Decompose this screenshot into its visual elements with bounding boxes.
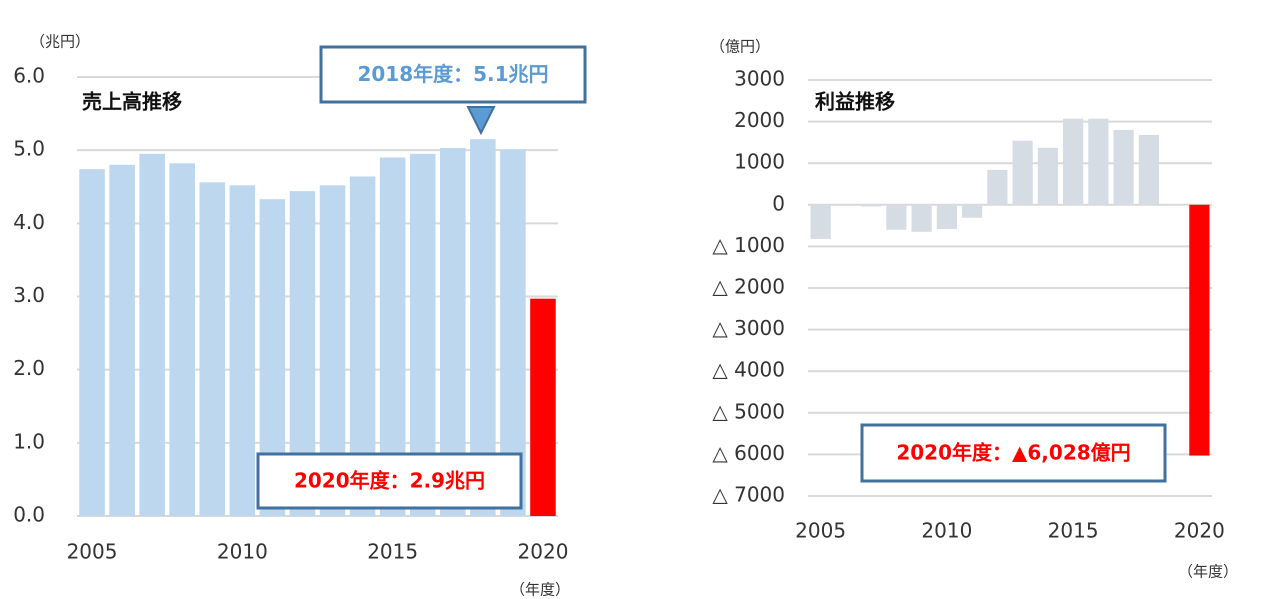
y-tick-label: △ 4000 <box>712 358 785 382</box>
bar <box>810 204 831 239</box>
y-tick-label: 1000 <box>734 150 785 174</box>
bar <box>1088 118 1109 205</box>
annotation: 2020年度：2.9兆円 <box>294 469 485 493</box>
x-unit: （年度） <box>1178 563 1238 581</box>
y-tick-label: 3000 <box>734 67 785 91</box>
bar <box>987 169 1008 205</box>
x-tick-label: 2020 <box>1174 519 1225 543</box>
chart-title: 売上高推移 <box>82 90 182 114</box>
x-tick-label: 2015 <box>1048 519 1099 543</box>
annotation-box <box>860 423 1167 483</box>
annotation-box <box>319 45 587 104</box>
y-tick-label: △ 6000 <box>712 441 785 465</box>
y-tick-label: △ 2000 <box>712 275 785 299</box>
y-unit: （兆円） <box>30 33 90 51</box>
y-tick-label: 2.0 <box>13 356 45 380</box>
x-tick-label: 2005 <box>67 540 118 564</box>
x-tick-label: 2020 <box>518 540 569 564</box>
y-tick-label: 5.0 <box>13 137 45 161</box>
bar <box>1012 140 1033 205</box>
y-tick-label: 1.0 <box>13 429 45 453</box>
x-tick-label: 2015 <box>367 540 418 564</box>
bar <box>199 182 226 517</box>
y-tick-label: 2000 <box>734 108 785 132</box>
y-tick-label: △ 1000 <box>712 233 785 257</box>
bar <box>229 185 256 516</box>
bar <box>109 164 135 517</box>
annotation-pointer <box>466 106 496 136</box>
bar <box>1063 118 1084 205</box>
x-unit: （年度） <box>510 581 570 599</box>
y-tick-label: 3.0 <box>13 283 45 307</box>
bar <box>530 298 556 516</box>
bar <box>936 204 957 229</box>
bar <box>79 169 105 516</box>
y-tick-label: △ 5000 <box>712 399 785 423</box>
bar <box>1037 147 1058 205</box>
y-tick-label: 6.0 <box>13 64 45 88</box>
bar <box>139 153 165 516</box>
y-tick-label: 0.0 <box>13 503 45 527</box>
bar <box>1113 129 1134 205</box>
bar <box>886 204 907 230</box>
y-tick-label: 0 <box>772 191 785 215</box>
y-tick-label: △ 7000 <box>712 483 785 507</box>
bar <box>1138 134 1159 205</box>
x-tick-label: 2010 <box>921 519 972 543</box>
x-tick-label: 2005 <box>795 519 846 543</box>
annotation-box <box>256 452 523 510</box>
bar <box>962 204 983 218</box>
y-tick-label: △ 3000 <box>712 316 785 340</box>
annotation: 2018年度：5.1兆円 <box>357 62 548 86</box>
bar <box>1189 204 1210 456</box>
annotation: 2020年度：▲6,028億円 <box>896 441 1130 465</box>
bar <box>861 204 882 207</box>
bar <box>169 163 195 516</box>
y-unit: （億円） <box>710 38 770 56</box>
x-tick-label: 2010 <box>217 540 268 564</box>
chart-title: 利益推移 <box>815 90 895 114</box>
bar <box>911 204 932 232</box>
y-tick-label: 4.0 <box>13 210 45 234</box>
